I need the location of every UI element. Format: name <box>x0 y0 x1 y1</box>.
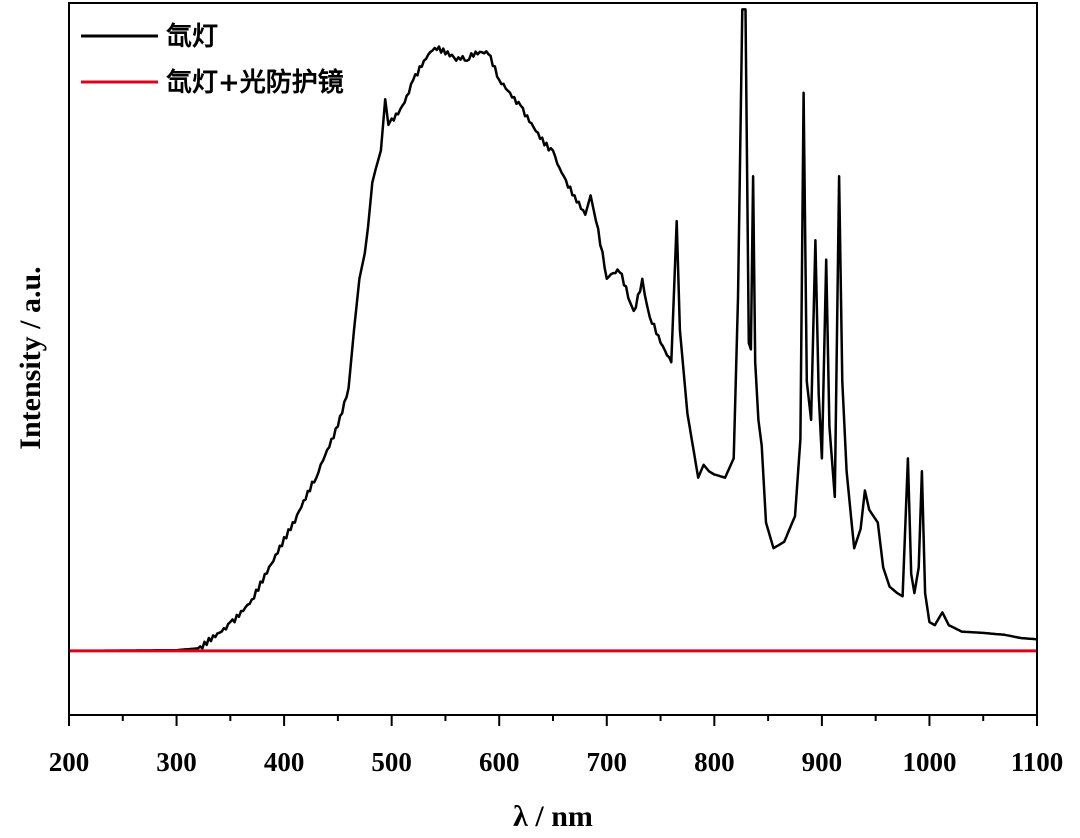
x-tick-label: 400 <box>264 747 305 777</box>
x-tick-label: 600 <box>479 747 520 777</box>
plot-frame <box>68 2 1038 716</box>
x-tick-label: 900 <box>802 747 843 777</box>
plot-area <box>68 8 1038 653</box>
x-tick-label: 800 <box>694 747 735 777</box>
axes: 200 300 400 500 600 700 800 900 1000 1100 λ / nm In… <box>14 2 1064 833</box>
x-tick-label: 1000 <box>902 747 956 777</box>
x-tick-label: 700 <box>587 747 628 777</box>
x-axis-title: λ / nm <box>513 800 593 833</box>
x-tick-label: 200 <box>49 747 90 777</box>
y-axis-title: Intensity / a.u. <box>14 266 47 449</box>
legend-label-1: 氙灯+光防护镜 <box>166 67 344 98</box>
series-line-0 <box>68 8 1038 653</box>
x-tick-label: 1100 <box>1011 747 1064 777</box>
legend-label-0: 氙灯 <box>166 22 218 52</box>
x-tick-label: 500 <box>371 747 412 777</box>
x-tick-label: 300 <box>156 747 197 777</box>
